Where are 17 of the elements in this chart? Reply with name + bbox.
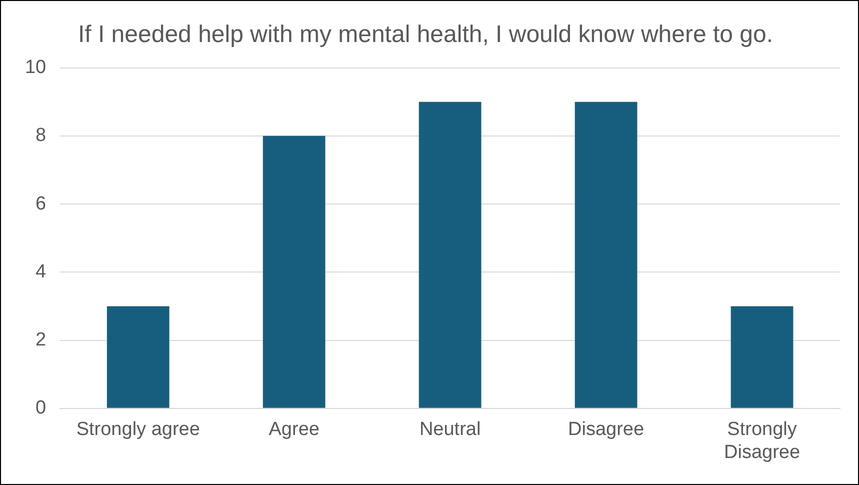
y-tick-label: 4 (36, 261, 47, 282)
chart-title: If I needed help with my mental health, I would know where to go. (78, 21, 774, 48)
bar (262, 136, 326, 408)
x-tick-label: Neutral (419, 419, 481, 440)
x-tick-label: Strongly Disagree (724, 419, 800, 463)
y-tick-label: 0 (36, 398, 46, 419)
bar (730, 306, 794, 408)
x-tick-label: Disagree (568, 419, 644, 440)
bar (418, 102, 482, 408)
bar (574, 102, 638, 408)
y-tick-label: 10 (24, 57, 46, 78)
x-tick-label: Agree (268, 419, 320, 440)
y-tick-label: 8 (36, 125, 46, 146)
y-tick-label: 6 (36, 193, 46, 214)
y-tick-label: 2 (36, 330, 46, 351)
bar (106, 306, 170, 408)
x-tick-label: Strongly agree (76, 419, 200, 440)
